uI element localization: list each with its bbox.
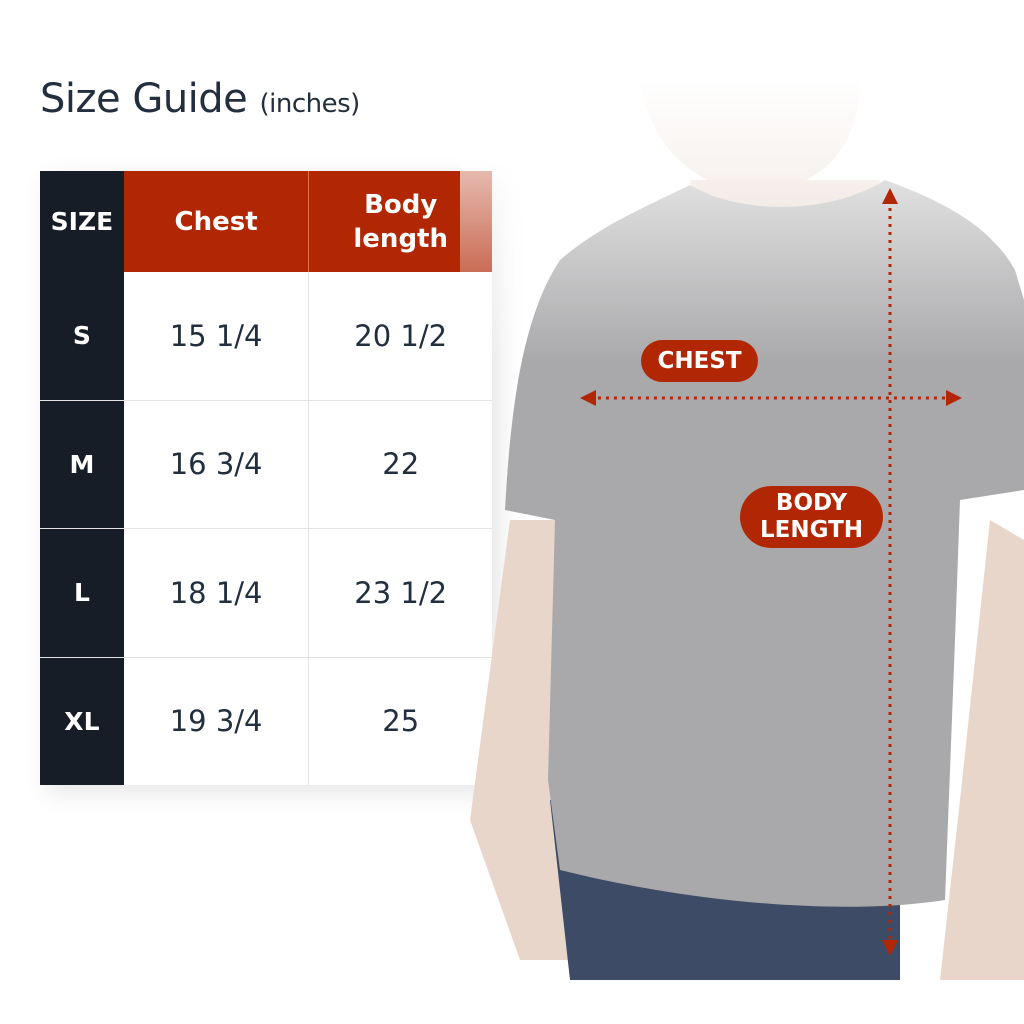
chest-label: CHEST [641, 340, 758, 382]
table-row: L 18 1/4 23 1/2 [40, 529, 492, 658]
chest-cell: 18 1/4 [124, 529, 310, 657]
tshirt-model-image [460, 80, 1024, 1024]
size-cell: L [40, 529, 124, 657]
header-chest: Chest [123, 171, 310, 272]
table-row: XL 19 3/4 25 [40, 657, 492, 785]
length-arrow-up-icon [882, 188, 898, 204]
size-cell: XL [40, 657, 124, 785]
chest-arrow-right-icon [946, 390, 962, 406]
header-size: SIZE [40, 171, 124, 272]
chest-cell: 19 3/4 [124, 657, 310, 785]
table-header: SIZE Chest Body length [40, 171, 492, 272]
length-arrow-down-icon [882, 940, 898, 956]
body-length-cell: 23 1/2 [354, 575, 448, 610]
table-row: S 15 1/4 20 1/2 [40, 272, 492, 401]
page-title: Size Guide (inches) [40, 76, 360, 122]
chest-arrow-left-icon [580, 390, 596, 406]
body-length-cell: 20 1/2 [354, 318, 448, 353]
chest-cell: 16 3/4 [124, 400, 310, 528]
body-length-cell: 22 [382, 447, 420, 482]
body-length-label-text: BODY LENGTH [759, 490, 864, 543]
title-unit: (inches) [259, 89, 361, 119]
size-table: SIZE Chest Body length S 15 1/4 20 1/2 M… [40, 171, 492, 785]
table-row: M 16 3/4 22 [40, 400, 492, 529]
size-cell: S [40, 272, 124, 400]
chest-cell: 15 1/4 [124, 272, 310, 400]
body-length-label: BODY LENGTH [740, 486, 883, 548]
body-length-cell: 25 [382, 704, 420, 739]
header-body-length-text: Body length [353, 189, 448, 254]
size-cell: M [40, 400, 124, 528]
title-text: Size Guide [40, 76, 248, 122]
